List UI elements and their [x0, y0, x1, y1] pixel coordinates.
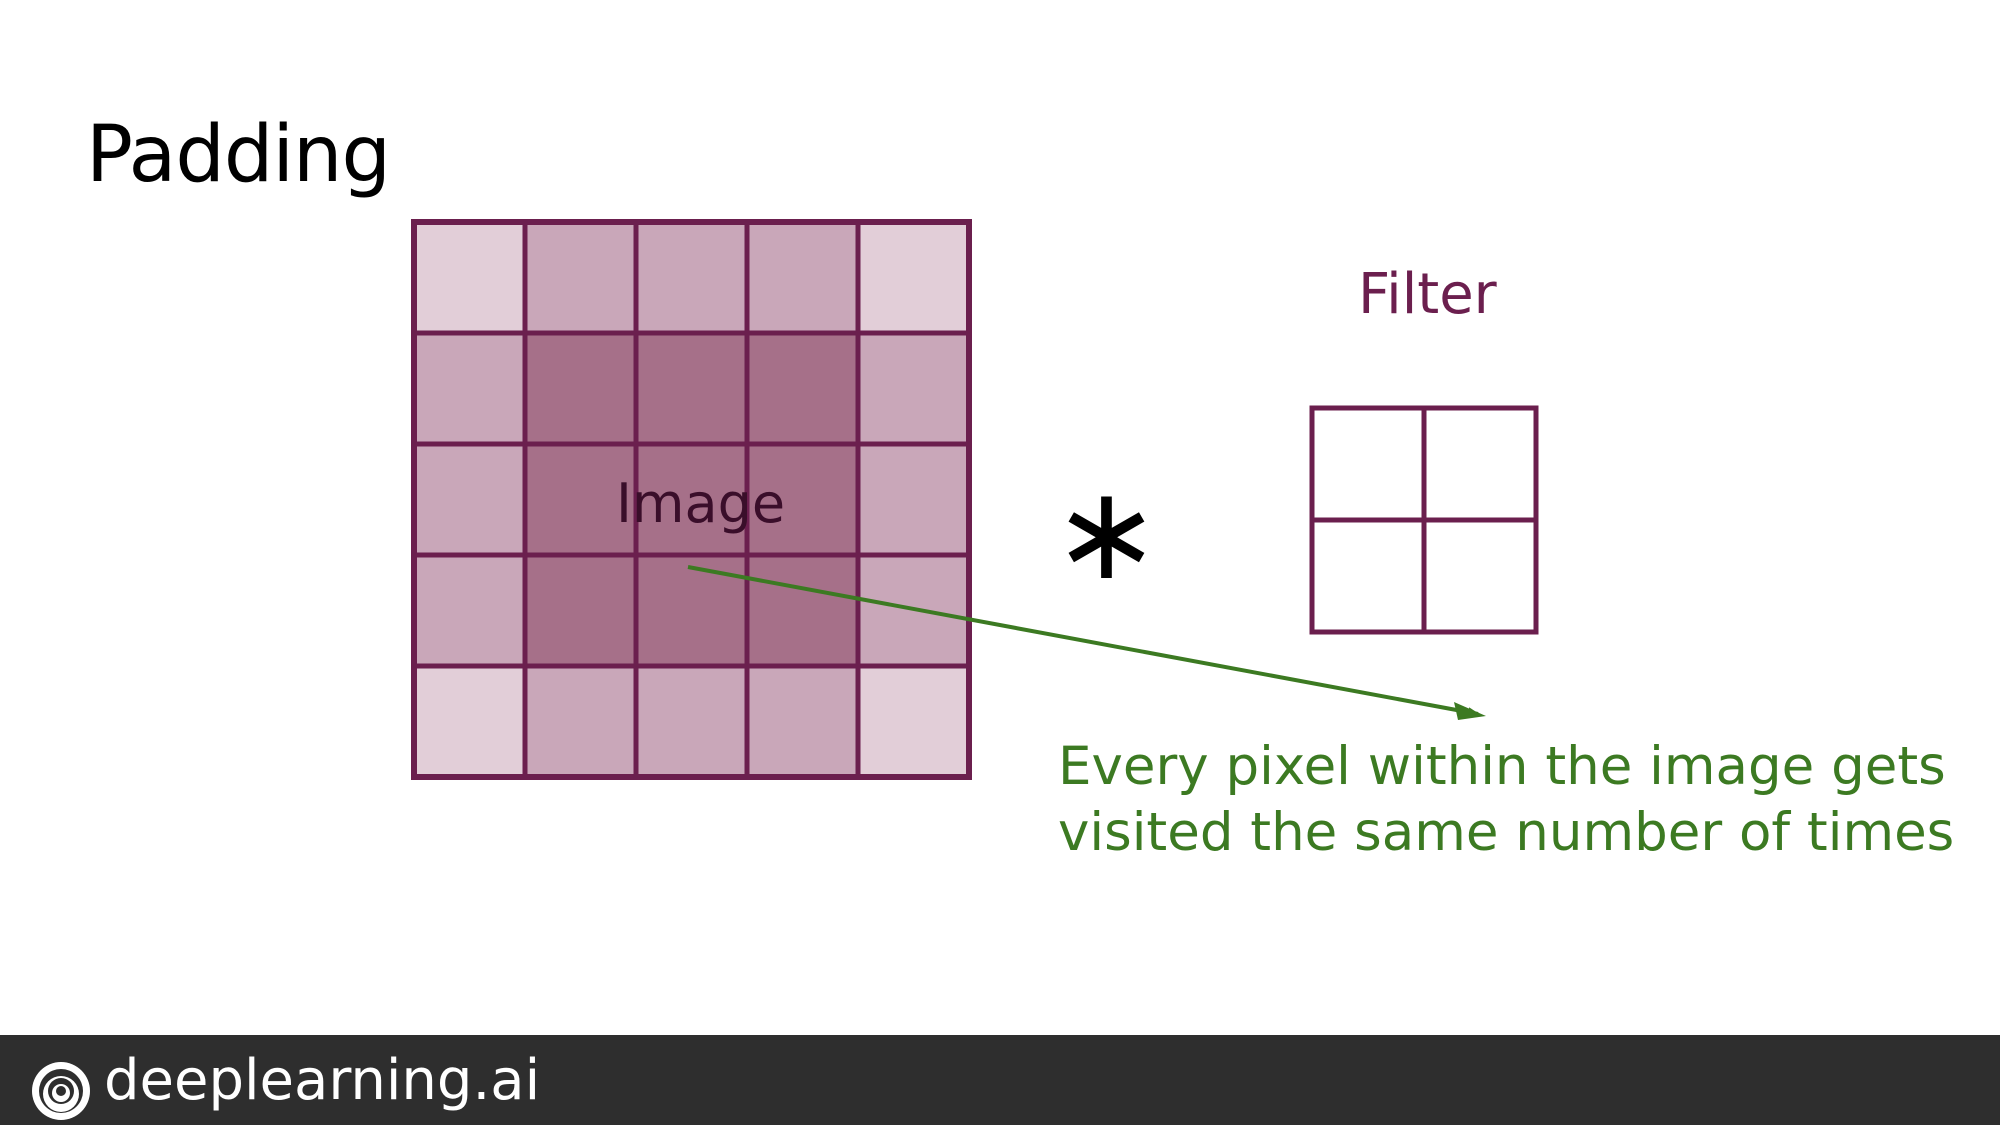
image-cell-r4-c4 [855, 663, 972, 780]
filter-cell-r1-c0 [1309, 517, 1427, 635]
image-cell-r2-c1 [522, 441, 639, 558]
image-cell-r3-c2 [633, 552, 750, 669]
slide-title: Padding [86, 110, 391, 200]
image-grid [411, 219, 972, 780]
image-cell-r0-c3 [744, 219, 861, 336]
image-label: Image [616, 472, 786, 535]
filter-cell-r0-c1 [1421, 405, 1539, 523]
image-cell-r3-c3 [744, 552, 861, 669]
footer-brand: deeplearning.ai [104, 1048, 541, 1113]
image-cell-r0-c1 [522, 219, 639, 336]
image-cell-r1-c2 [633, 330, 750, 447]
image-cell-r0-c2 [633, 219, 750, 336]
filter-cell-r1-c1 [1421, 517, 1539, 635]
footer-bar: deeplearning.ai [0, 1035, 2000, 1125]
image-cell-r4-c0 [411, 663, 528, 780]
convolution-operator: ∗ [1052, 457, 1161, 609]
image-cell-r2-c0 [411, 441, 528, 558]
visit-note-line-2: visited the same number of times [1058, 802, 1955, 863]
filter-cell-r0-c0 [1309, 405, 1427, 523]
image-cell-r4-c3 [744, 663, 861, 780]
visit-note: Every pixel within the image gets visite… [1058, 734, 1954, 866]
image-grid-border [411, 219, 972, 780]
image-cell-r0-c0 [411, 219, 528, 336]
visit-note-line-1: Every pixel within the image gets [1058, 736, 1946, 797]
image-cell-r1-c0 [411, 330, 528, 447]
image-cell-r0-c4 [855, 219, 972, 336]
image-cell-r1-c3 [744, 330, 861, 447]
image-cell-r4-c2 [633, 663, 750, 780]
visit-arrow-head [1454, 702, 1486, 720]
image-cell-r1-c4 [855, 330, 972, 447]
filter-label: Filter [1358, 262, 1497, 327]
image-cell-r3-c1 [522, 552, 639, 669]
deeplearning-logo-icon [32, 1062, 90, 1120]
image-cell-r3-c0 [411, 552, 528, 669]
visit-arrow [687, 565, 1480, 718]
image-cell-r2-c3 [744, 441, 861, 558]
image-cell-r2-c4 [855, 441, 972, 558]
image-cell-r1-c1 [522, 330, 639, 447]
filter-grid [1309, 405, 1539, 635]
image-cell-r4-c1 [522, 663, 639, 780]
